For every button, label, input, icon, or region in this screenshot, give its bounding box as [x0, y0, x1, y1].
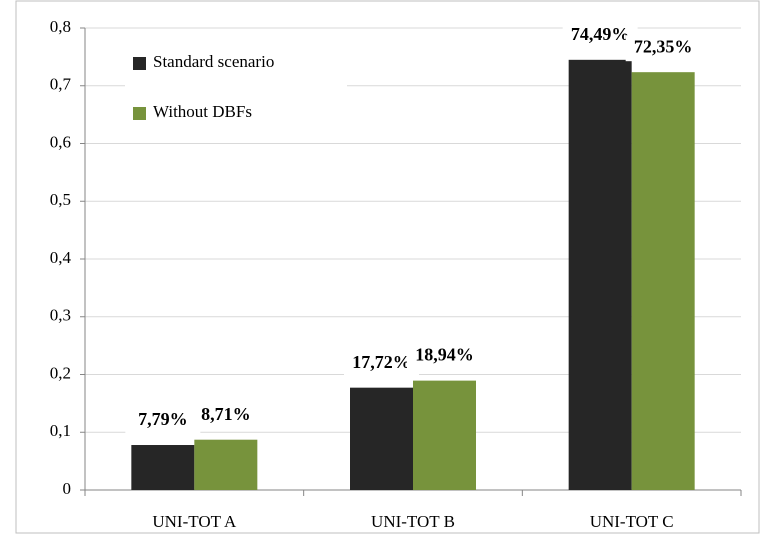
- legend-box: [125, 40, 347, 128]
- value-label: 18,94%: [415, 345, 474, 365]
- value-label: 72,35%: [634, 36, 693, 56]
- value-label: 8,71%: [201, 404, 251, 424]
- value-label-bg: [407, 343, 482, 370]
- bar: [413, 380, 476, 490]
- y-tick-label: 0,2: [50, 363, 71, 382]
- value-label-bg: [188, 402, 264, 429]
- bar: [131, 445, 195, 490]
- value-label: 17,72%: [352, 352, 411, 372]
- bar: [631, 72, 695, 491]
- value-label-bg: [625, 35, 701, 62]
- y-tick-label: 0,3: [50, 306, 71, 325]
- x-tick-label: UNI-TOT B: [371, 512, 455, 531]
- legend-label: Standard scenario: [153, 52, 274, 71]
- y-tick-label: 0,7: [50, 75, 72, 94]
- value-label-bg: [125, 408, 201, 435]
- y-tick-label: 0,4: [50, 248, 72, 267]
- x-tick-label: UNI-TOT A: [152, 512, 237, 531]
- value-label-bg: [344, 350, 419, 377]
- y-tick-label: 0,6: [50, 132, 71, 151]
- y-tick-label: 0,5: [50, 190, 71, 209]
- value-label-bg: [562, 22, 638, 49]
- y-tick-label: 0,8: [50, 17, 71, 36]
- legend-swatch: [133, 107, 146, 120]
- bar: [350, 387, 413, 490]
- y-tick-label: 0,1: [50, 421, 71, 440]
- value-label: 7,79%: [138, 409, 188, 429]
- legend-swatch: [133, 57, 146, 70]
- bar: [568, 59, 632, 490]
- legend-label: Without DBFs: [153, 102, 252, 121]
- value-label: 74,49%: [571, 24, 630, 44]
- y-tick-label: 0: [63, 479, 72, 498]
- bar: [194, 439, 258, 490]
- x-tick-label: UNI-TOT C: [590, 512, 674, 531]
- marks: [131, 59, 695, 491]
